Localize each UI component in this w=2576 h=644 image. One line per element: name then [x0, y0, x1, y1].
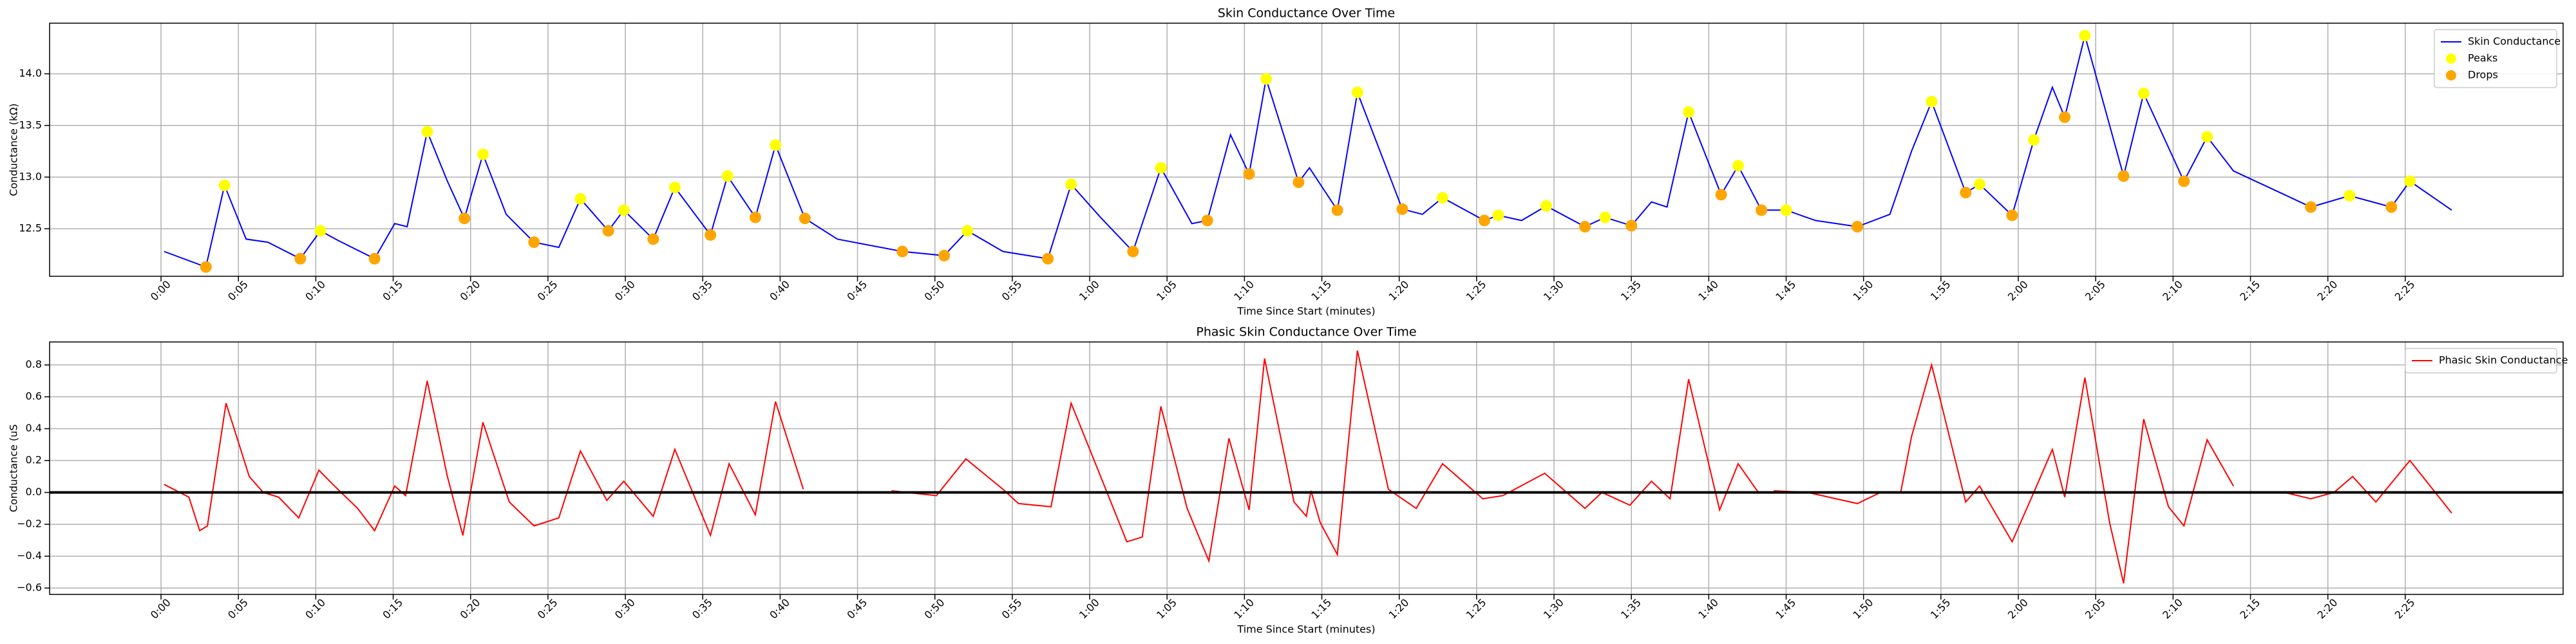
chart-title: Phasic Skin Conductance Over Time — [1196, 325, 1416, 339]
data-point — [749, 211, 761, 223]
legend-label: Skin Conductance — [2468, 35, 2561, 48]
data-point — [1625, 220, 1638, 232]
data-point — [938, 249, 951, 261]
data-point — [1715, 189, 1727, 201]
legend-swatch — [2446, 70, 2456, 80]
data-point — [1852, 221, 1864, 233]
data-point — [2117, 170, 2130, 182]
data-point — [1436, 192, 1448, 204]
data-point — [294, 252, 307, 265]
data-point — [2006, 209, 2018, 222]
data-point — [602, 225, 614, 237]
data-point — [218, 179, 231, 191]
data-point — [721, 170, 734, 182]
data-point — [1351, 86, 1363, 99]
data-point — [477, 148, 489, 160]
legend-box — [2405, 348, 2557, 374]
data-point — [799, 213, 811, 225]
data-point — [618, 204, 630, 216]
data-point — [1973, 178, 1985, 191]
data-point — [1065, 178, 1077, 191]
data-point — [1260, 73, 1273, 85]
data-point — [2178, 175, 2190, 187]
data-point — [961, 225, 974, 237]
data-point — [1396, 203, 1408, 215]
chart-title: Skin Conductance Over Time — [1218, 6, 1395, 21]
data-point — [2028, 134, 2040, 146]
data-point — [2344, 189, 2356, 202]
y-tick-label: 0.0 — [26, 486, 42, 498]
legend-label: Drops — [2468, 69, 2498, 81]
data-point — [574, 193, 587, 205]
y-tick-label: 12.5 — [19, 222, 42, 234]
legend-box — [2434, 29, 2557, 88]
data-point — [368, 252, 381, 265]
data-point — [2059, 111, 2071, 123]
y-tick-label: 14.0 — [19, 67, 42, 79]
data-point — [528, 236, 540, 249]
data-point — [1331, 204, 1343, 216]
data-point — [668, 182, 681, 194]
y-tick-label: 0.6 — [26, 390, 42, 402]
data-point — [2404, 175, 2416, 187]
legend-label: Phasic Skin Conductance — [2439, 354, 2568, 366]
data-point — [200, 261, 212, 273]
data-point — [1926, 95, 1938, 108]
data-point — [1127, 245, 1139, 258]
data-point — [1155, 162, 1167, 174]
data-point — [1201, 214, 1213, 227]
x-axis-label: Time Since Start (minutes) — [1236, 623, 1375, 636]
data-point — [1579, 221, 1591, 233]
plot-frame — [49, 23, 2564, 277]
data-point — [1492, 209, 1504, 222]
data-point — [770, 139, 782, 151]
data-point — [1293, 176, 1305, 189]
y-axis-label: Conductance (kΩ) — [8, 103, 20, 196]
legend-swatch — [2446, 53, 2456, 64]
data-point — [647, 233, 659, 245]
data-point — [459, 213, 471, 225]
data-point — [1478, 214, 1490, 227]
data-point — [1960, 187, 1972, 199]
legend-label: Peaks — [2468, 52, 2497, 64]
data-point — [314, 225, 327, 237]
data-point — [1780, 204, 1792, 216]
data-point — [2305, 201, 2317, 213]
y-tick-label: 13.5 — [19, 118, 42, 131]
data-point — [896, 245, 909, 258]
y-tick-label: 0.2 — [26, 454, 42, 466]
data-point — [1599, 211, 1611, 223]
y-tick-label: −0.6 — [17, 582, 42, 594]
y-tick-label: 13.0 — [19, 171, 42, 183]
y-axis-label: Conductance (uS — [8, 424, 20, 513]
x-axis-label: Time Since Start (minutes) — [1236, 305, 1375, 317]
data-point — [2079, 30, 2091, 42]
y-tick-label: 0.8 — [26, 358, 42, 370]
data-point — [1540, 200, 1553, 212]
data-point — [421, 126, 433, 138]
data-line — [164, 350, 2452, 583]
plot-frame — [49, 341, 2564, 595]
y-tick-label: 0.4 — [26, 422, 42, 434]
data-point — [1243, 168, 1255, 180]
data-point — [1756, 204, 1768, 216]
data-point — [2137, 88, 2150, 100]
data-point — [1683, 106, 1695, 118]
data-point — [1732, 160, 1745, 172]
data-point — [2385, 201, 2398, 213]
data-point — [1042, 252, 1054, 265]
data-point — [2201, 131, 2213, 143]
y-tick-label: −0.4 — [17, 549, 42, 562]
y-tick-label: −0.2 — [17, 518, 42, 530]
data-point — [705, 229, 717, 241]
